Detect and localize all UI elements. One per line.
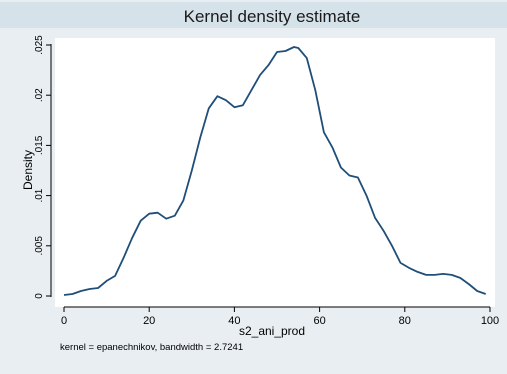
y-tick-label: .015 xyxy=(34,135,45,155)
y-axis-label: Density xyxy=(21,150,35,190)
x-tick-label: 40 xyxy=(228,315,240,327)
y-tick-label: .02 xyxy=(34,88,45,102)
x-tick-label: 0 xyxy=(61,315,67,327)
plot-area xyxy=(55,38,495,307)
y-tick-label: 0 xyxy=(34,293,45,299)
x-tick-label: 60 xyxy=(313,315,325,327)
density-curve xyxy=(63,46,486,296)
x-tick-label: 20 xyxy=(143,315,155,327)
x-tick-label: 80 xyxy=(399,315,411,327)
axes: 0 .005 .01 .015 .02 .025 0 20 40 60 80 100 xyxy=(34,35,499,327)
y-tick-label: .005 xyxy=(34,236,45,256)
title-band xyxy=(0,2,507,28)
chart-title: Kernel density estimate xyxy=(184,7,361,26)
kernel-note: kernel = epanechnikov, bandwidth = 2.724… xyxy=(60,342,243,353)
y-tick-label: .025 xyxy=(34,35,45,55)
y-tick-label: .01 xyxy=(34,188,45,202)
x-axis-label: s2_ani_prod xyxy=(239,324,305,338)
x-tick-label: 100 xyxy=(481,315,499,327)
